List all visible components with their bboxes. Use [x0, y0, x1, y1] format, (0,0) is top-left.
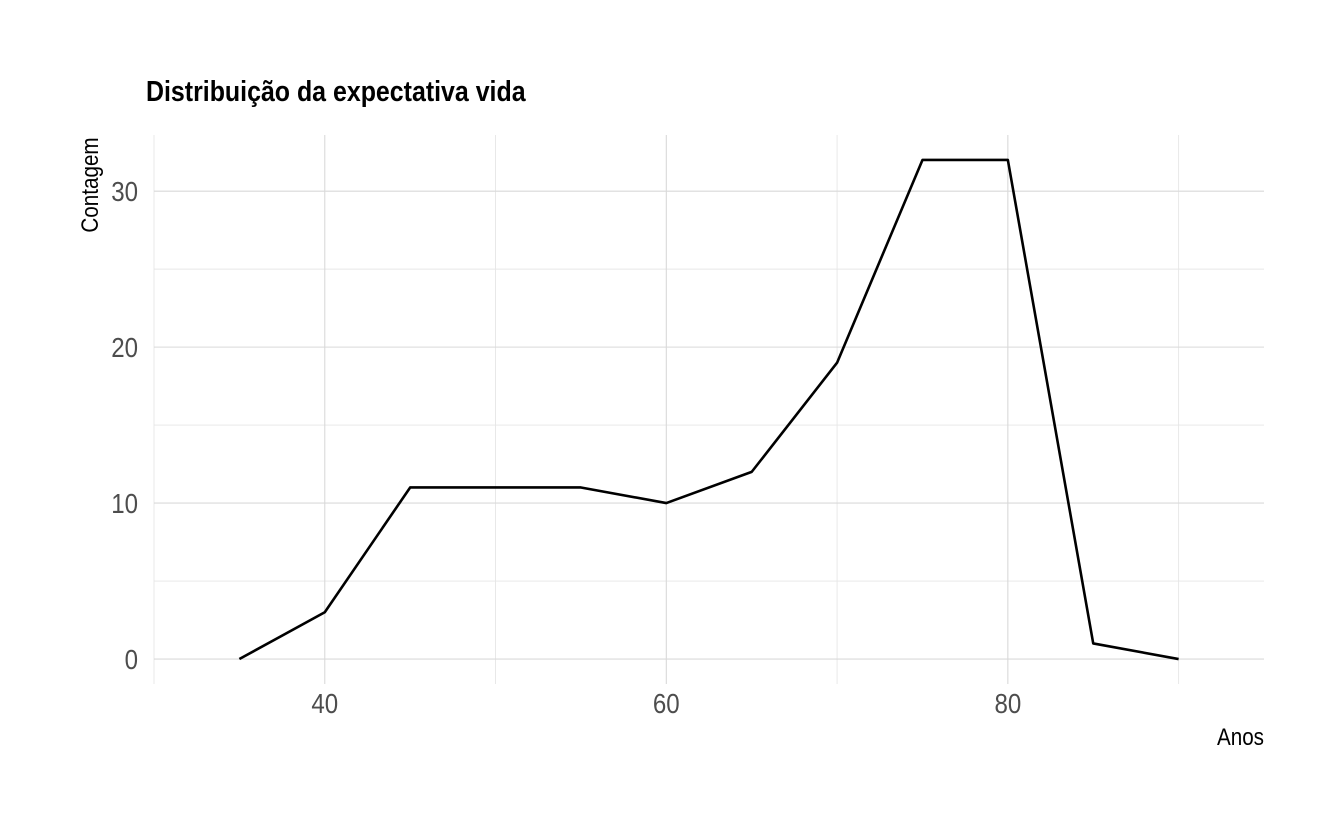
y-tick-label: 10 — [111, 487, 138, 519]
y-tick-label: 0 — [125, 643, 138, 675]
x-axis-ticks: 40 60 80 — [311, 687, 1021, 719]
x-tick-label: 80 — [994, 687, 1021, 719]
y-tick-label: 20 — [111, 331, 138, 363]
y-axis-title: Contagem — [77, 137, 104, 232]
x-tick-label: 60 — [653, 687, 680, 719]
x-axis-title: Anos — [1217, 724, 1264, 751]
grid — [153, 135, 1264, 684]
y-axis-ticks: 0 10 20 30 — [111, 175, 138, 675]
series-group — [238, 158, 1179, 661]
x-tick-label: 40 — [311, 687, 338, 719]
y-tick-label: 30 — [111, 175, 138, 207]
chart-title: Distribuição da expectativa vida — [146, 75, 526, 107]
series-line — [238, 158, 1179, 661]
